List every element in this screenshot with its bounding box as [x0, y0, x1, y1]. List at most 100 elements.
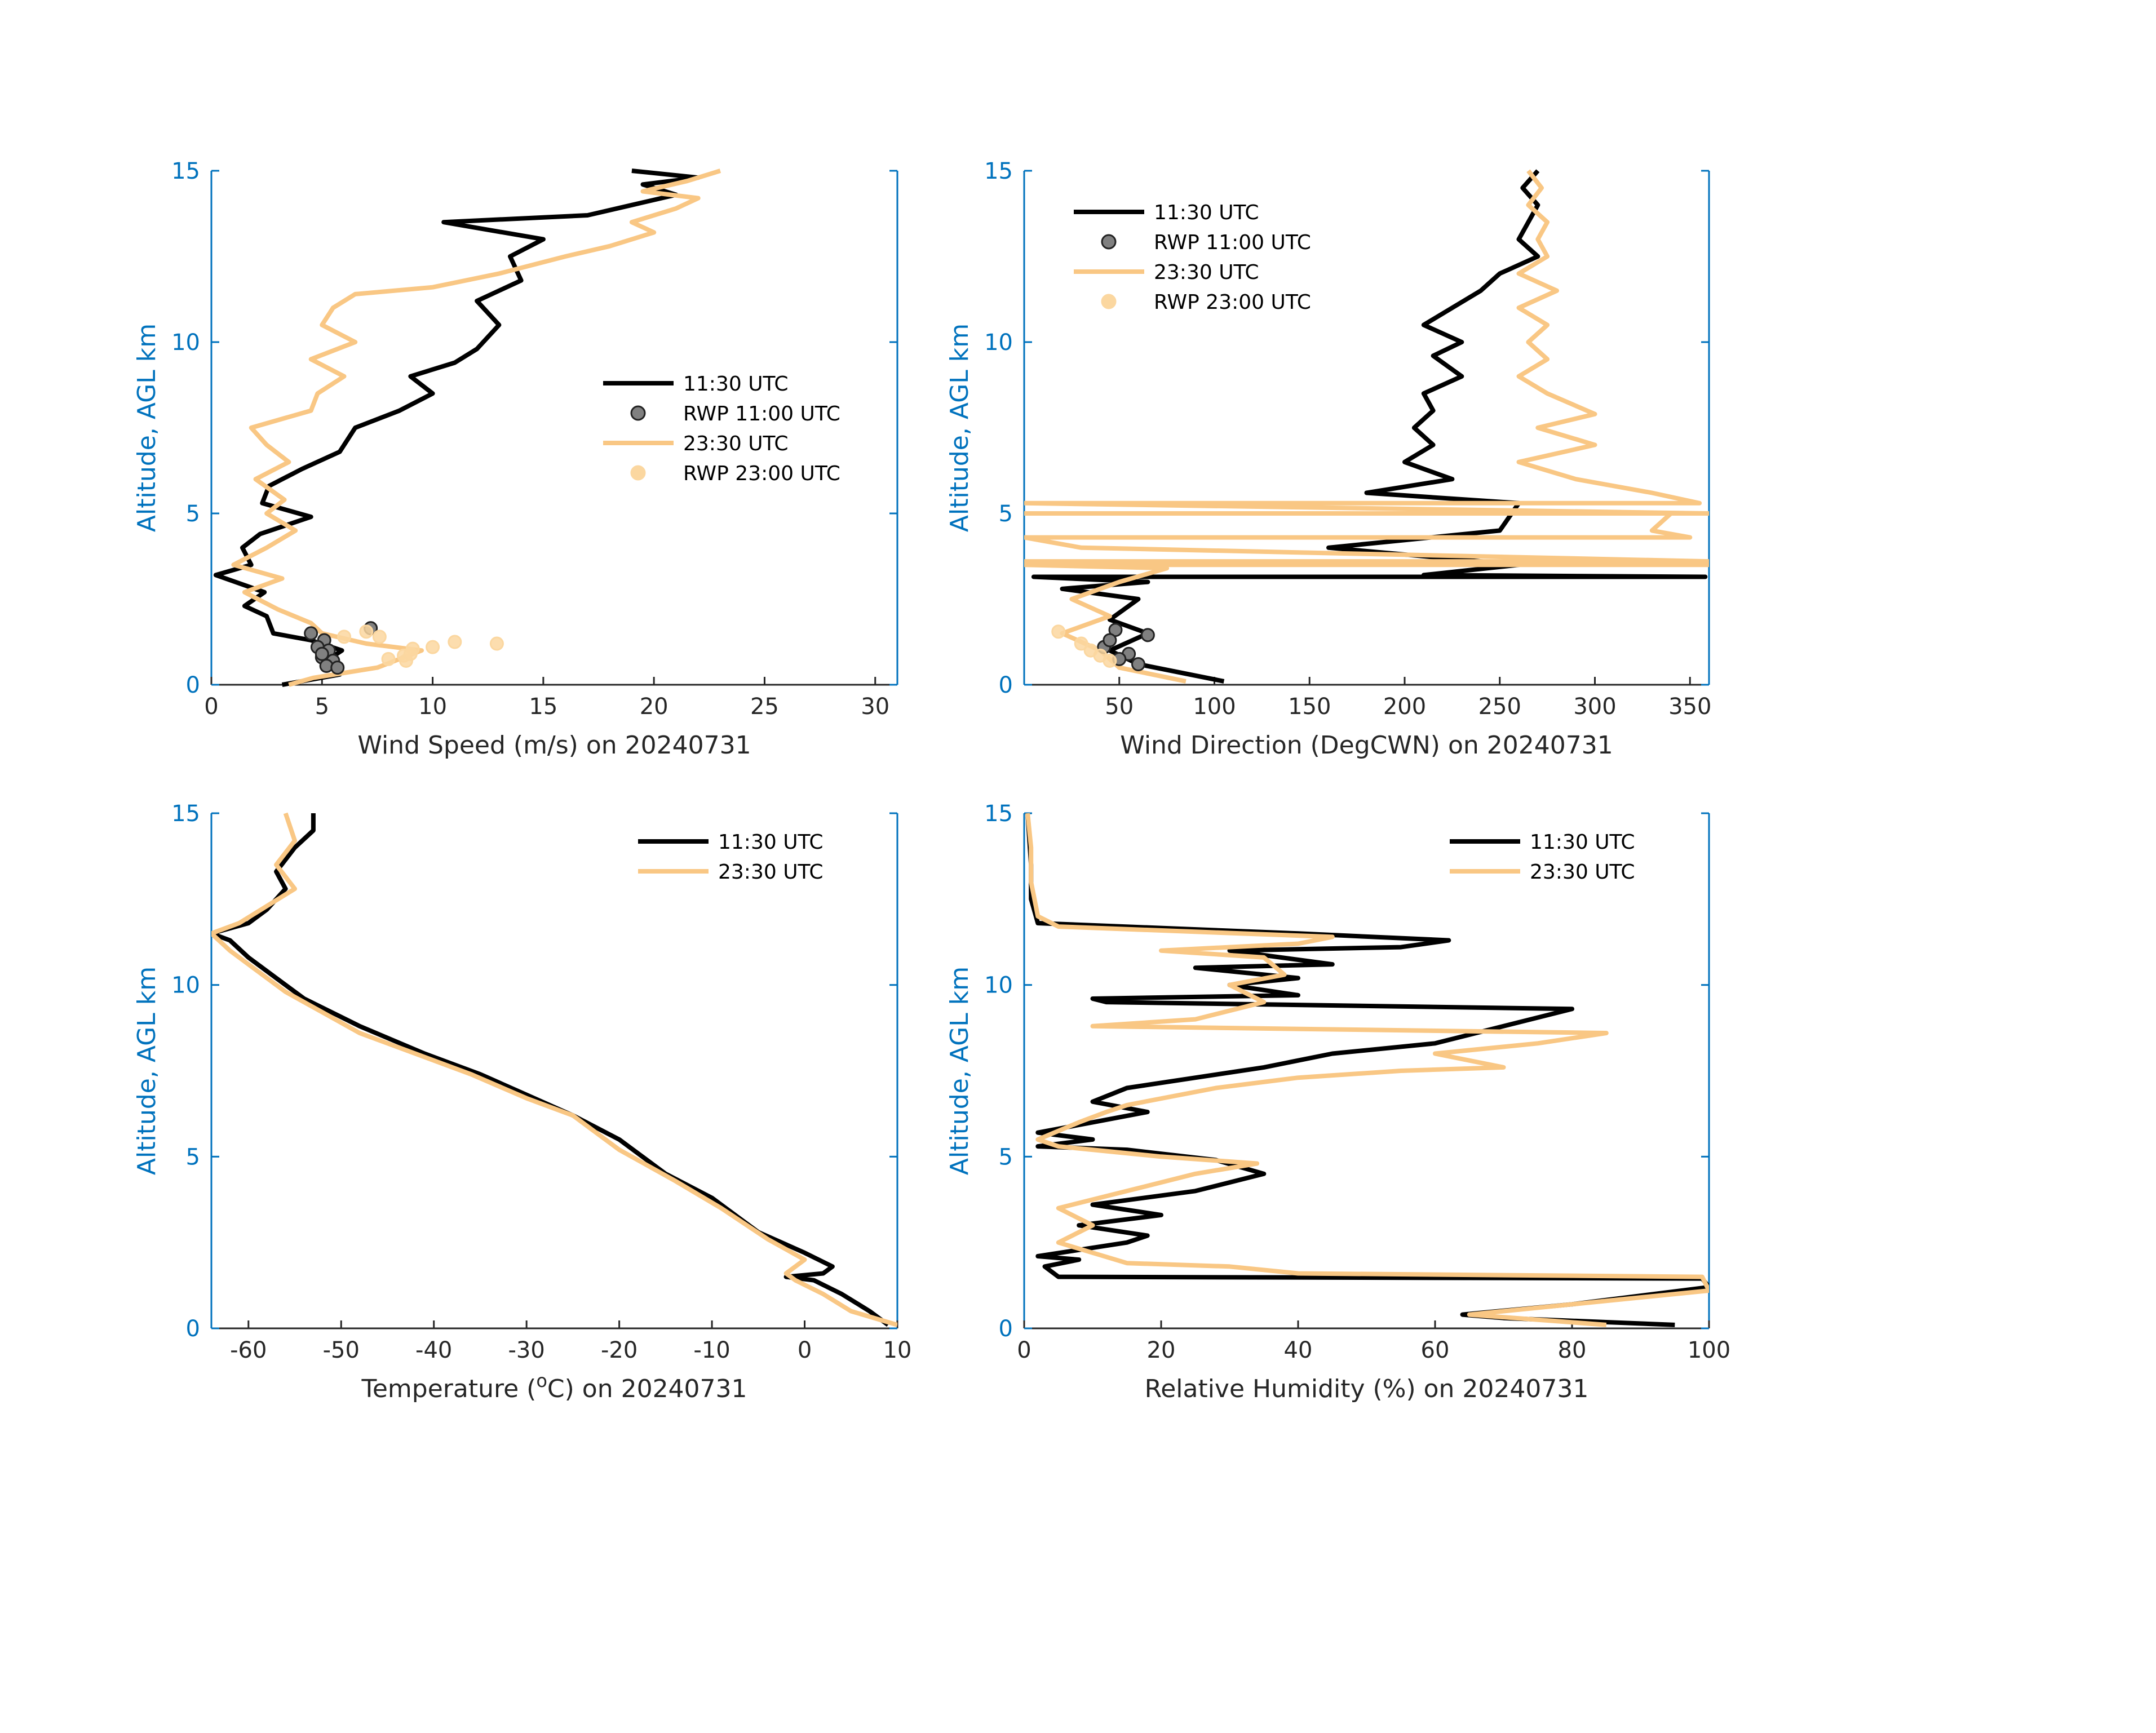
legend-marker-swatch: [1101, 234, 1117, 250]
x-tick-label: 350: [1668, 694, 1711, 720]
legend-label: 11:30 UTC: [1530, 831, 1635, 854]
panel-temperature: -60 -50 -40 -30 -20 -10 0 10 0 5 10 15 Temperature (…: [132, 801, 911, 1403]
y-axis-label: Altitude, AGL km: [945, 967, 974, 1175]
x-tick-label: 200: [1383, 694, 1426, 720]
y-tick-label: 5: [186, 1144, 200, 1170]
y-tick-label: 5: [999, 501, 1013, 527]
x-axis-label: Relative Humidity (%) on 20240731: [1145, 1375, 1589, 1403]
x-tick-label: -60: [230, 1337, 267, 1363]
x-tick-label: 25: [750, 694, 779, 720]
legend-label: RWP 11:00 UTC: [1154, 231, 1311, 254]
x-tick-label: 0: [1017, 1337, 1031, 1363]
y-tick-label: 15: [171, 158, 200, 184]
panel-wind-speed: 0 5 10 15 20 25 30 0 5 10 15 Wind Speed (m/s) on 20…: [132, 158, 898, 760]
y-tick-label: 10: [171, 330, 200, 356]
y-tick-label: 15: [171, 801, 200, 827]
rwp-point: [448, 635, 462, 649]
x-tick-label: -40: [415, 1337, 452, 1363]
y-tick-label: 10: [984, 973, 1013, 999]
x-tick-label: -50: [323, 1337, 360, 1363]
rwp-point: [1140, 628, 1155, 642]
x-tick-label: 5: [315, 694, 329, 720]
x-tick-label: 30: [861, 694, 889, 720]
x-tick-label: 80: [1558, 1337, 1587, 1363]
panel-wind-direction: 50 100 150 200 250 300 350 0 5 10 15 Wind Direction…: [945, 158, 1711, 760]
rwp-point: [1103, 633, 1117, 648]
x-tick-label: 60: [1421, 1337, 1450, 1363]
x-axis-label: Wind Direction (DegCWN) on 20240731: [1120, 731, 1613, 760]
rwp-point: [489, 636, 504, 651]
series-line-23-30-utc: [1025, 813, 1709, 1327]
x-tick-label: 10: [418, 694, 447, 720]
y-tick-label: 15: [984, 801, 1013, 827]
y-tick-label: 5: [999, 1144, 1013, 1170]
rwp-point: [1051, 624, 1066, 639]
x-tick-label: 100: [1688, 1337, 1730, 1363]
x-tick-label: 150: [1288, 694, 1331, 720]
rwp-point: [337, 630, 352, 644]
x-tick-label: 0: [798, 1337, 812, 1363]
legend: 11:30 UTC RWP 11:00 UTC 23:30 UTC RWP 23:00…: [603, 373, 840, 485]
legend-marker-swatch: [1101, 294, 1117, 309]
rwp-point: [359, 624, 374, 639]
y-tick-label: 0: [999, 1316, 1013, 1342]
x-tick-label: 40: [1284, 1337, 1313, 1363]
x-tick-label: 20: [1147, 1337, 1176, 1363]
y-tick-label: 15: [984, 158, 1013, 184]
rwp-point: [426, 640, 440, 654]
y-axis-label: Altitude, AGL km: [132, 323, 161, 532]
series-line-11-30-utc: [1031, 169, 1708, 684]
legend-label: 23:30 UTC: [1154, 261, 1259, 284]
legend-label: RWP 23:00 UTC: [1154, 291, 1311, 314]
x-tick-label: 300: [1573, 694, 1616, 720]
x-axis-label: Wind Speed (m/s) on 20240731: [357, 731, 751, 760]
panel-relative-humidity: 0 20 40 60 80 100 0 5 10 15 Relative Humidity (%) …: [945, 801, 1730, 1403]
series-line-11-30-utc: [213, 169, 701, 687]
legend-label: 11:30 UTC: [683, 373, 789, 396]
rwp-point: [315, 646, 329, 661]
legend-label: 11:30 UTC: [1154, 201, 1259, 224]
x-tick-label: -30: [508, 1337, 544, 1363]
x-tick-label: -10: [693, 1337, 730, 1363]
rwp-point: [381, 651, 396, 666]
x-tick-label: -20: [601, 1337, 637, 1363]
legend-label: RWP 11:00 UTC: [683, 402, 840, 426]
y-tick-label: 10: [984, 330, 1013, 356]
rwp-point: [304, 626, 318, 641]
y-tick-label: 0: [186, 1316, 200, 1342]
rwp-point: [1131, 657, 1145, 672]
rwp-point: [403, 646, 418, 661]
y-tick-label: 0: [186, 672, 200, 698]
x-tick-label: 100: [1193, 694, 1236, 720]
x-axis-label: Temperature (oC) on 20240731: [361, 1370, 747, 1403]
legend-label: 11:30 UTC: [718, 831, 824, 854]
x-tick-label: 50: [1105, 694, 1134, 720]
y-tick-label: 10: [171, 973, 200, 999]
legend: 11:30 UTC 23:30 UTC: [1450, 831, 1635, 884]
series-line-23-30-utc: [1024, 169, 1709, 684]
rwp-point: [372, 630, 387, 644]
legend-marker-swatch: [630, 465, 646, 481]
y-axis-label: Altitude, AGL km: [132, 967, 161, 1175]
series-line-11-30-utc: [1025, 813, 1709, 1327]
x-tick-label: 10: [883, 1337, 912, 1363]
x-tick-label: 20: [640, 694, 669, 720]
legend: 11:30 UTC RWP 11:00 UTC 23:30 UTC RWP 23:00…: [1074, 201, 1311, 314]
rwp-point: [1103, 653, 1117, 668]
x-tick-label: 15: [529, 694, 557, 720]
x-tick-label: 0: [204, 694, 218, 720]
legend-label: 23:30 UTC: [683, 432, 789, 455]
series-line-23-30-utc: [231, 169, 721, 687]
y-axis-label: Altitude, AGL km: [945, 323, 974, 532]
series-line-23-30-utc: [211, 812, 897, 1327]
y-tick-label: 5: [186, 501, 200, 527]
legend-marker-swatch: [630, 405, 646, 421]
rwp-point: [330, 661, 345, 675]
legend-label: RWP 23:00 UTC: [683, 462, 840, 485]
y-tick-label: 0: [999, 672, 1013, 698]
legend-label: 23:30 UTC: [718, 861, 824, 884]
legend-label: 23:30 UTC: [1530, 861, 1635, 884]
rwp-point: [1074, 636, 1088, 651]
legend: 11:30 UTC 23:30 UTC: [638, 831, 824, 884]
